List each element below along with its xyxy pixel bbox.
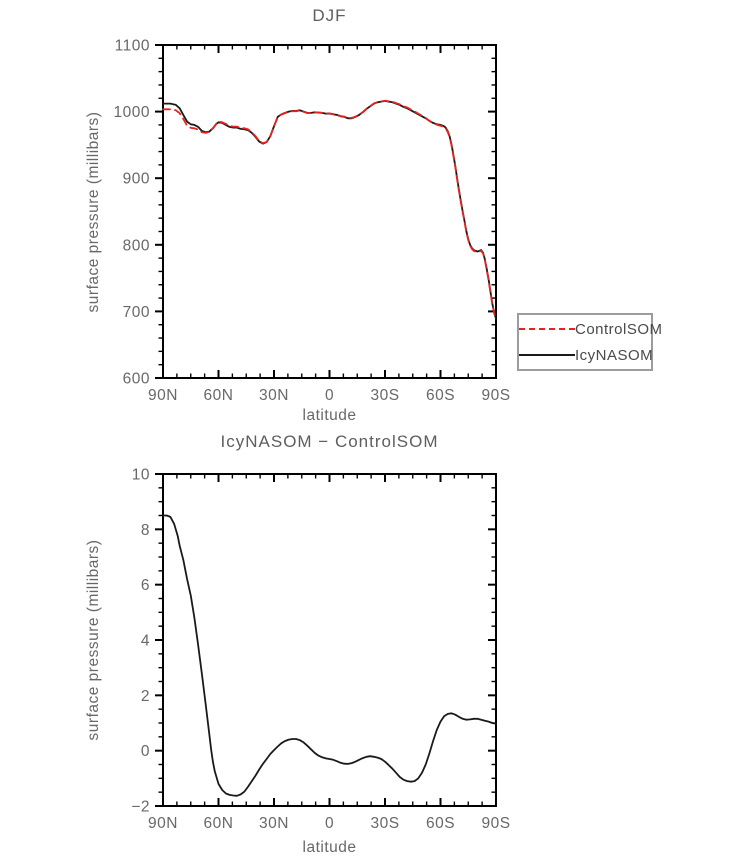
- x-tick-label: 90S: [481, 815, 510, 832]
- x-tick-label: 90N: [148, 387, 178, 404]
- x-tick-label: 60S: [426, 815, 455, 832]
- series-line-icynasom-controlsom: [162, 514, 497, 797]
- x-tick-label: 30N: [259, 387, 289, 404]
- series-line-icynasom: [162, 100, 497, 320]
- chart-title: DJF: [312, 6, 347, 25]
- y-tick-label: 800: [123, 237, 150, 254]
- legend-label-controlsom: ControlSOM: [575, 320, 663, 338]
- y-tick-label: 8: [141, 522, 150, 539]
- x-tick-label: 30S: [370, 387, 399, 404]
- x-tick-label: 90N: [148, 815, 178, 832]
- y-tick-label: −2: [131, 799, 150, 816]
- axis-frame: [162, 473, 497, 807]
- x-tick-label: 60S: [426, 387, 455, 404]
- y-tick-label: 600: [123, 371, 150, 388]
- legend-entry-icynasom: IcyNASOM: [519, 344, 654, 366]
- y-tick-label: 1100: [115, 38, 150, 55]
- x-tick-label: 90S: [481, 387, 510, 404]
- x-tick-label: 60N: [204, 815, 234, 832]
- y-tick-label: 900: [123, 171, 150, 188]
- axis-frame: [162, 44, 497, 379]
- y-tick-label: 2: [141, 688, 150, 705]
- x-axis-title: latitude: [302, 839, 357, 856]
- x-tick-label: 60N: [204, 387, 234, 404]
- y-tick-label: 700: [123, 304, 150, 321]
- controlsom-dashed-line-sample: [519, 328, 575, 330]
- x-tick-label: 0: [325, 387, 334, 404]
- y-tick-label: 0: [141, 743, 150, 760]
- chart-title: IcyNASOM − ControlSOM: [220, 432, 439, 451]
- series-line-controlsom: [162, 99, 497, 321]
- legend: ControlSOM IcyNASOM: [517, 313, 662, 371]
- y-tick-label: 4: [141, 633, 150, 650]
- legend-entry-controlsom: ControlSOM: [519, 318, 662, 340]
- x-tick-label: 0: [325, 815, 334, 832]
- y-tick-label: 10: [132, 467, 150, 484]
- y-axis-title: surface pressure (millibars): [85, 111, 102, 313]
- y-tick-label: 6: [141, 577, 150, 594]
- legend-label-icynasom: IcyNASOM: [575, 346, 654, 364]
- x-axis-title: latitude: [302, 407, 357, 424]
- x-tick-label: 30S: [370, 815, 399, 832]
- y-axis-title: surface pressure (millibars): [85, 539, 102, 741]
- icynasom-solid-line-sample: [519, 354, 575, 356]
- x-tick-label: 30N: [259, 815, 289, 832]
- y-tick-label: 1000: [114, 104, 150, 121]
